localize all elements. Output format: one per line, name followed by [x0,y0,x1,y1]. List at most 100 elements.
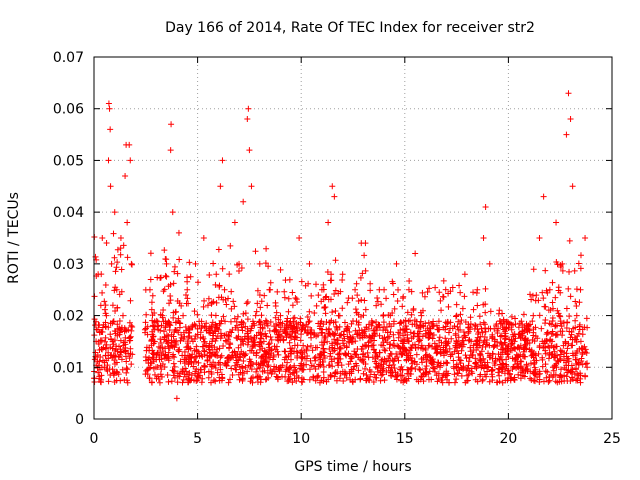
data-point [203,327,210,334]
data-point [355,354,362,361]
data-point [306,366,313,373]
data-point [434,326,441,333]
data-point [160,306,167,313]
data-point [362,361,369,368]
data-point [263,376,270,383]
data-point [497,361,504,368]
data-point [105,378,112,385]
data-point [553,343,560,350]
data-point [451,379,458,386]
data-point [426,285,433,292]
data-point [521,324,528,331]
data-point [472,323,479,330]
data-point [552,294,559,301]
data-point [526,340,533,347]
data-point [446,345,453,352]
data-point [557,262,564,269]
data-point [439,379,446,386]
data-point [97,302,104,309]
data-point [546,286,553,293]
data-point [320,296,327,303]
data-point [436,289,443,296]
data-point [147,276,154,283]
data-point [572,317,579,324]
data-point [128,260,135,267]
data-point [369,319,376,326]
data-point [457,360,464,367]
data-point [187,354,194,361]
data-point [291,342,298,349]
data-point [298,366,305,373]
data-point [565,90,572,97]
data-point [468,365,475,372]
data-point [473,341,480,348]
data-point [240,310,247,317]
data-point [352,376,359,383]
data-point [491,325,498,332]
data-point [300,342,307,349]
data-point [243,300,250,307]
data-point [399,303,406,310]
data-point [337,355,344,362]
data-point [165,318,172,325]
data-point [499,349,506,356]
data-point [563,373,570,380]
data-point [151,371,158,378]
data-point [256,318,263,325]
data-point [328,372,335,379]
data-point [205,374,212,381]
data-point [324,269,331,276]
data-point [305,319,312,326]
data-point [235,268,242,275]
data-point [217,330,224,337]
data-point [173,395,180,402]
data-point [422,365,429,372]
data-point [565,367,572,374]
data-point [111,287,118,294]
data-point [573,302,580,309]
data-point [397,319,404,326]
data-point [282,330,289,337]
data-point [557,374,564,381]
data-point [505,367,512,374]
data-point [352,360,359,367]
data-point [498,340,505,347]
data-point [213,271,220,278]
data-point [467,321,474,328]
data-point [256,260,263,267]
data-point [495,369,502,376]
data-point [101,298,108,305]
data-point [167,147,174,154]
data-point [126,141,133,148]
data-point [168,342,175,349]
data-point [341,319,348,326]
data-point [98,345,105,352]
data-point [296,235,303,241]
data-point [256,365,263,372]
data-point [184,278,191,285]
data-point [554,307,561,314]
data-point [545,355,552,362]
data-point [499,379,506,386]
y-tick-label: 0.03 [53,257,84,273]
data-point [568,329,575,336]
data-point [320,358,327,365]
data-point [399,351,406,358]
data-point [442,286,449,293]
data-point [489,331,496,338]
data-point [334,326,341,333]
data-point [349,295,356,302]
data-point [116,318,123,325]
data-point [236,364,243,371]
data-point [266,340,273,347]
data-point [363,371,370,378]
data-point [102,310,109,317]
data-point [542,350,549,357]
data-point [540,193,547,200]
data-point [370,346,377,353]
x-axis-label: GPS time / hours [294,459,411,475]
data-point [373,374,380,381]
data-point [418,312,425,319]
data-point [188,335,195,342]
data-point [180,335,187,342]
